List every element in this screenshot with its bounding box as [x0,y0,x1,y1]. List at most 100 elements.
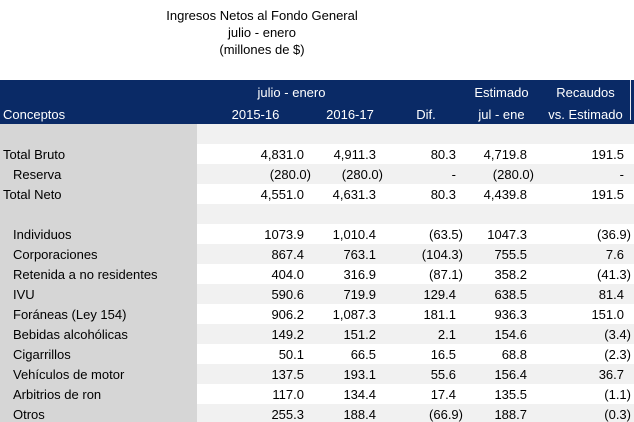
value-cell: 36.7 [537,364,634,384]
header-2016-17: 2016-17 [314,102,386,124]
value-cell: (87.1) [386,264,466,284]
value-cell [386,124,466,144]
table-row: IVU 590.6 719.9 129.4 638.5 81.4 [0,284,634,304]
table-row: Corporaciones 867.4 763.1 (104.3) 755.5 7.6 [0,244,634,264]
table-header: julio - enero Estimado Recaudos Concepto… [0,80,634,124]
concept-cell: Total Neto [0,184,197,204]
value-cell: 55.6 [386,364,466,384]
concept-cell: Vehículos de motor [0,364,197,384]
value-cell: 4,551.0 [197,184,314,204]
value-cell: 763.1 [314,244,386,264]
header-conceptos: Conceptos [0,102,197,124]
value-cell: 50.1 [197,344,314,364]
value-cell: 137.5 [197,364,314,384]
value-cell: 4,911.3 [314,144,386,164]
value-cell: 906.2 [197,304,314,324]
header-right-separator [630,80,631,120]
value-cell [197,124,314,144]
value-cell [466,124,537,144]
concept-cell: Individuos [0,224,197,244]
value-cell: 188.4 [314,404,386,422]
value-cell: 156.4 [466,364,537,384]
value-cell: 1,010.4 [314,224,386,244]
table-row: Bebidas alcohólicas 149.2 151.2 2.1 154.6 (3.… [0,324,634,344]
concept-cell: Foráneas (Ley 154) [0,304,197,324]
table-row: Otros 255.3 188.4 (66.9) 188.7 (0.3) [0,404,634,422]
value-cell: 68.8 [466,344,537,364]
value-cell: 404.0 [197,264,314,284]
value-cell: (66.9) [386,404,466,422]
value-cell: 16.5 [386,344,466,364]
value-cell: 151.2 [314,324,386,344]
value-cell: 134.4 [314,384,386,404]
value-cell: 117.0 [197,384,314,404]
value-cell: 755.5 [466,244,537,264]
concept-cell: IVU [0,284,197,304]
value-cell: 66.5 [314,344,386,364]
spacer-row [0,204,634,224]
value-cell: - [386,164,466,184]
header-dif: Dif. [386,102,466,124]
table-row: Retenida a no residentes 404.0 316.9 (87.1)… [0,264,634,284]
value-cell [386,204,466,224]
value-cell: 590.6 [197,284,314,304]
concept-cell: Cigarrillos [0,344,197,364]
header-group-estimado: Estimado [466,80,537,102]
value-cell [537,124,634,144]
value-cell: (2.3) [537,344,634,364]
value-cell: (104.3) [386,244,466,264]
value-cell: 255.3 [197,404,314,422]
concept-cell: Corporaciones [0,244,197,264]
table-row: Arbitrios de ron 117.0 134.4 17.4 135.5 (1.1) [0,384,634,404]
concept-cell: Total Bruto [0,144,197,164]
value-cell: (36.9) [537,224,634,244]
value-cell: 867.4 [197,244,314,264]
value-cell: 154.6 [466,324,537,344]
ingresos-table: julio - enero Estimado Recaudos Concepto… [0,80,634,422]
value-cell: (280.0) [466,164,537,184]
header-blank-cell [386,80,466,102]
value-cell: 80.3 [386,184,466,204]
value-cell: 7.6 [537,244,634,264]
value-cell: 638.5 [466,284,537,304]
value-cell: 149.2 [197,324,314,344]
header-row-columns: Conceptos 2015-16 2016-17 Dif. jul - ene… [0,102,634,124]
table-row: Cigarrillos 50.1 66.5 16.5 68.8 (2.3) [0,344,634,364]
value-cell: 151.0 [537,304,634,324]
header-vs-estimado: vs. Estimado [537,102,634,124]
value-cell [314,124,386,144]
title-line-3: (millones de $) [219,42,305,57]
header-group-julio-enero: julio - enero [197,80,386,102]
value-cell: 1073.9 [197,224,314,244]
value-cell: 4,719.8 [466,144,537,164]
value-cell: 129.4 [386,284,466,304]
value-cell: (280.0) [314,164,386,184]
table-row: Reserva (280.0) (280.0) - (280.0) - [0,164,634,184]
value-cell: 358.2 [466,264,537,284]
report-title: Ingresos Netos al Fondo General julio - … [0,7,524,58]
concept-cell: Retenida a no residentes [0,264,197,284]
value-cell: 81.4 [537,284,634,304]
table-row: Vehículos de motor 137.5 193.1 55.6 156.4 36.… [0,364,634,384]
header-row-groups: julio - enero Estimado Recaudos [0,80,634,102]
value-cell: 191.5 [537,184,634,204]
value-cell [197,204,314,224]
header-blank-cell [0,80,197,102]
value-cell: 191.5 [537,144,634,164]
value-cell: (41.3) [537,264,634,284]
value-cell: 1,087.3 [314,304,386,324]
title-line-1: Ingresos Netos al Fondo General [166,8,358,23]
concept-cell: Bebidas alcohólicas [0,324,197,344]
concept-cell [0,124,197,144]
value-cell: 719.9 [314,284,386,304]
value-cell: 4,439.8 [466,184,537,204]
value-cell: 316.9 [314,264,386,284]
value-cell: (3.4) [537,324,634,344]
value-cell: 1047.3 [466,224,537,244]
header-2015-16: 2015-16 [197,102,314,124]
table-body: Total Bruto 4,831.0 4,911.3 80.3 4,719.8 191.… [0,124,634,422]
value-cell: 17.4 [386,384,466,404]
title-line-2: julio - enero [228,25,296,40]
concept-cell: Reserva [0,164,197,184]
